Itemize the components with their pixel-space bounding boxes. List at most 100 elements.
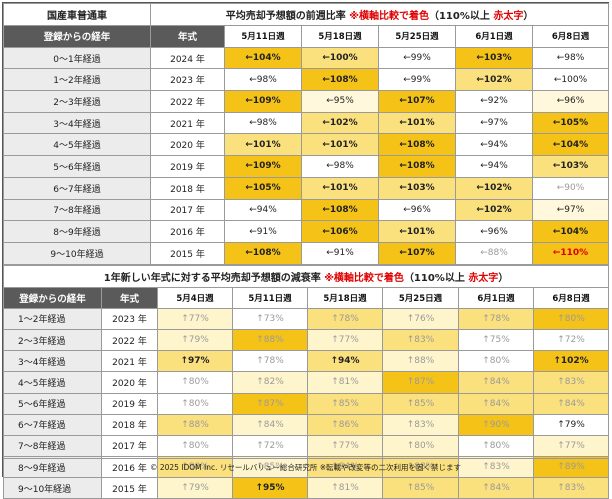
ratio-cell: ←98% (224, 111, 302, 135)
row-model-year: 2019 年 (150, 155, 225, 178)
table-row: 7～8年経過 2017 年 ←94% ←108% ←96% ←102% ←97% (3, 198, 610, 222)
decay-rate-table: 1年新しい年式に対する平均売却予想額の減衰率 ※横軸比較で着色（110%以上 赤… (2, 264, 610, 499)
ratio-cell: ←105% (224, 176, 302, 200)
weekly-ratio-title-main: 平均売却予想額の前週比率 (225, 11, 350, 22)
ratio-cell: ←100% (301, 46, 379, 70)
col-header-week: 5月18日週 (307, 286, 383, 309)
weekly-ratio-title-paren-open: （110%以上 (428, 11, 494, 22)
row-model-year: 2015 年 (101, 477, 158, 499)
row-elapsed-label: 7～8年経過 (3, 434, 102, 458)
table-row: 8～9年経過 2016 年 ←91% ←106% ←101% ←96% ←104% (3, 220, 610, 243)
ratio-cell: ←94% (224, 198, 302, 222)
ratio-cell: ↑83% (532, 477, 610, 499)
ratio-cell: ↑85% (382, 477, 459, 499)
ratio-cell: ↑84% (458, 371, 534, 394)
row-elapsed-label: 1～2年経過 (3, 307, 102, 330)
table-row: 2～3年経過 2022 年 ←109% ←95% ←107% ←92% ←96% (3, 90, 610, 113)
ratio-cell: ↑85% (232, 456, 308, 479)
weekly-ratio-title-note: ※横軸比較で着色 (349, 11, 429, 22)
ratio-cell: ←108% (224, 241, 302, 265)
ratio-cell: ←91% (301, 241, 379, 265)
table-row: 7～8年経過 2017 年 ↑80% ↑72% ↑77% ↑80% ↑80% ↑77% (3, 434, 610, 458)
ratio-cell: ↑79% (157, 328, 233, 352)
row-elapsed-label: 6～7年経過 (3, 176, 151, 200)
decay-rate-title: 1年新しい年式に対する平均売却予想額の減衰率 ※横軸比較で着色（110%以上 赤… (2, 264, 610, 288)
ratio-cell: ←103% (378, 176, 456, 200)
ratio-cell: ↑85% (307, 392, 383, 415)
ratio-cell: ←101% (224, 133, 302, 157)
row-elapsed-label: 9～10年経過 (3, 241, 151, 265)
col-header-week: 6月8日週 (532, 286, 610, 309)
ratio-cell: ←104% (531, 220, 610, 243)
ratio-cell: ←102% (301, 111, 379, 135)
row-model-year: 2021 年 (101, 350, 158, 373)
ratio-cell: ←108% (378, 155, 456, 178)
weekly-ratio-table: 国産車普通車 平均売却予想額の前週比率 ※横軸比較で着色（110%以上 赤太字）… (3, 3, 610, 265)
ratio-cell: ←104% (531, 133, 610, 157)
ratio-cell: ↑88% (157, 413, 233, 436)
table-row: 1～2年経過 2023 年 ↑77% ↑73% ↑78% ↑76% ↑78% ↑80% (3, 307, 610, 330)
table-row: 0～1年経過 2024 年 ←104% ←100% ←99% ←103% ←98% (3, 46, 610, 70)
col-header-week: 6月8日週 (531, 25, 610, 48)
weekly-ratio-title-red: 赤太字 (493, 11, 524, 22)
ratio-cell: ↑84% (532, 392, 610, 415)
col-header-elapsed: 登録からの経年 (3, 25, 151, 48)
ratio-cell: ←101% (301, 133, 379, 157)
ratio-cell: ↑80% (157, 392, 233, 415)
ratio-cell: ↑77% (157, 307, 233, 330)
ratio-cell: ↑75% (458, 328, 534, 352)
row-elapsed-label: 8～9年経過 (3, 456, 102, 479)
ratio-cell: ←94% (455, 155, 533, 178)
row-model-year: 2021 年 (150, 111, 225, 135)
row-model-year: 2015 年 (150, 241, 225, 265)
table-row: 9～10年経過 2015 年 ↑79% ↑95% ↑81% ↑85% ↑84% ↑83% (3, 477, 610, 499)
ratio-cell: ↑82% (232, 371, 308, 394)
ratio-cell: ↑95% (232, 477, 308, 499)
weekly-ratio-title-row: 国産車普通車 平均売却予想額の前週比率 ※横軸比較で着色（110%以上 赤太字） (3, 3, 610, 26)
col-header-week: 5月11日週 (224, 25, 302, 48)
ratio-cell: ↑80% (157, 371, 233, 394)
row-model-year: 2018 年 (101, 413, 158, 436)
table-row: 4～5年経過 2020 年 ←101% ←101% ←108% ←94% ←104% (3, 133, 610, 157)
row-model-year: 2019 年 (101, 392, 158, 415)
ratio-cell: ↑87% (232, 392, 308, 415)
decay-rate-title-row: 1年新しい年式に対する平均売却予想額の減衰率 ※横軸比較で着色（110%以上 赤… (2, 264, 610, 288)
ratio-cell: ↑79% (157, 477, 233, 499)
col-header-week: 5月11日週 (232, 286, 308, 309)
ratio-cell: ↑77% (532, 434, 610, 458)
ratio-cell: ←109% (224, 90, 302, 113)
ratio-cell: ←88% (455, 241, 533, 265)
col-header-week: 6月1日週 (458, 286, 534, 309)
ratio-cell: ↑84% (307, 456, 383, 479)
weekly-ratio-title-paren-close: ） (523, 11, 534, 22)
ratio-cell: ↑97% (157, 350, 233, 373)
row-elapsed-label: 0～1年経過 (3, 46, 151, 70)
ratio-cell: ←106% (301, 220, 379, 243)
ratio-cell: ↑88% (382, 350, 459, 373)
ratio-cell: ←102% (455, 176, 533, 200)
row-model-year: 2020 年 (101, 371, 158, 394)
ratio-cell: ↑77% (307, 328, 383, 352)
ratio-cell: ↑83% (382, 328, 459, 352)
decay-rate-title-red: 赤太字 (468, 272, 499, 284)
ratio-cell: ↑84% (458, 392, 534, 415)
ratio-cell: ←100% (531, 68, 610, 92)
ratio-cell: ←101% (378, 220, 456, 243)
table-row: 1～2年経過 2023 年 ←98% ←108% ←99% ←102% ←100% (3, 68, 610, 92)
ratio-cell: ←94% (455, 133, 533, 157)
ratio-cell: ←91% (224, 220, 302, 243)
col-header-week: 6月1日週 (455, 25, 533, 48)
row-model-year: 2016 年 (101, 456, 158, 479)
vehicle-category-title: 国産車普通車 (3, 3, 151, 26)
row-model-year: 2018 年 (150, 176, 225, 200)
row-model-year: 2023 年 (101, 307, 158, 330)
row-elapsed-label: 3～4年経過 (3, 111, 151, 135)
ratio-cell: ↑77% (307, 434, 383, 458)
ratio-cell: ↑102% (532, 350, 610, 373)
ratio-cell: ↑90% (458, 413, 534, 436)
row-model-year: 2017 年 (150, 198, 225, 222)
col-header-week: 5月25日週 (378, 25, 456, 48)
ratio-cell: ←107% (378, 90, 456, 113)
table-row: 5～6年経過 2019 年 ↑80% ↑87% ↑85% ↑85% ↑84% ↑84% (3, 392, 610, 415)
ratio-cell: ←96% (378, 198, 456, 222)
